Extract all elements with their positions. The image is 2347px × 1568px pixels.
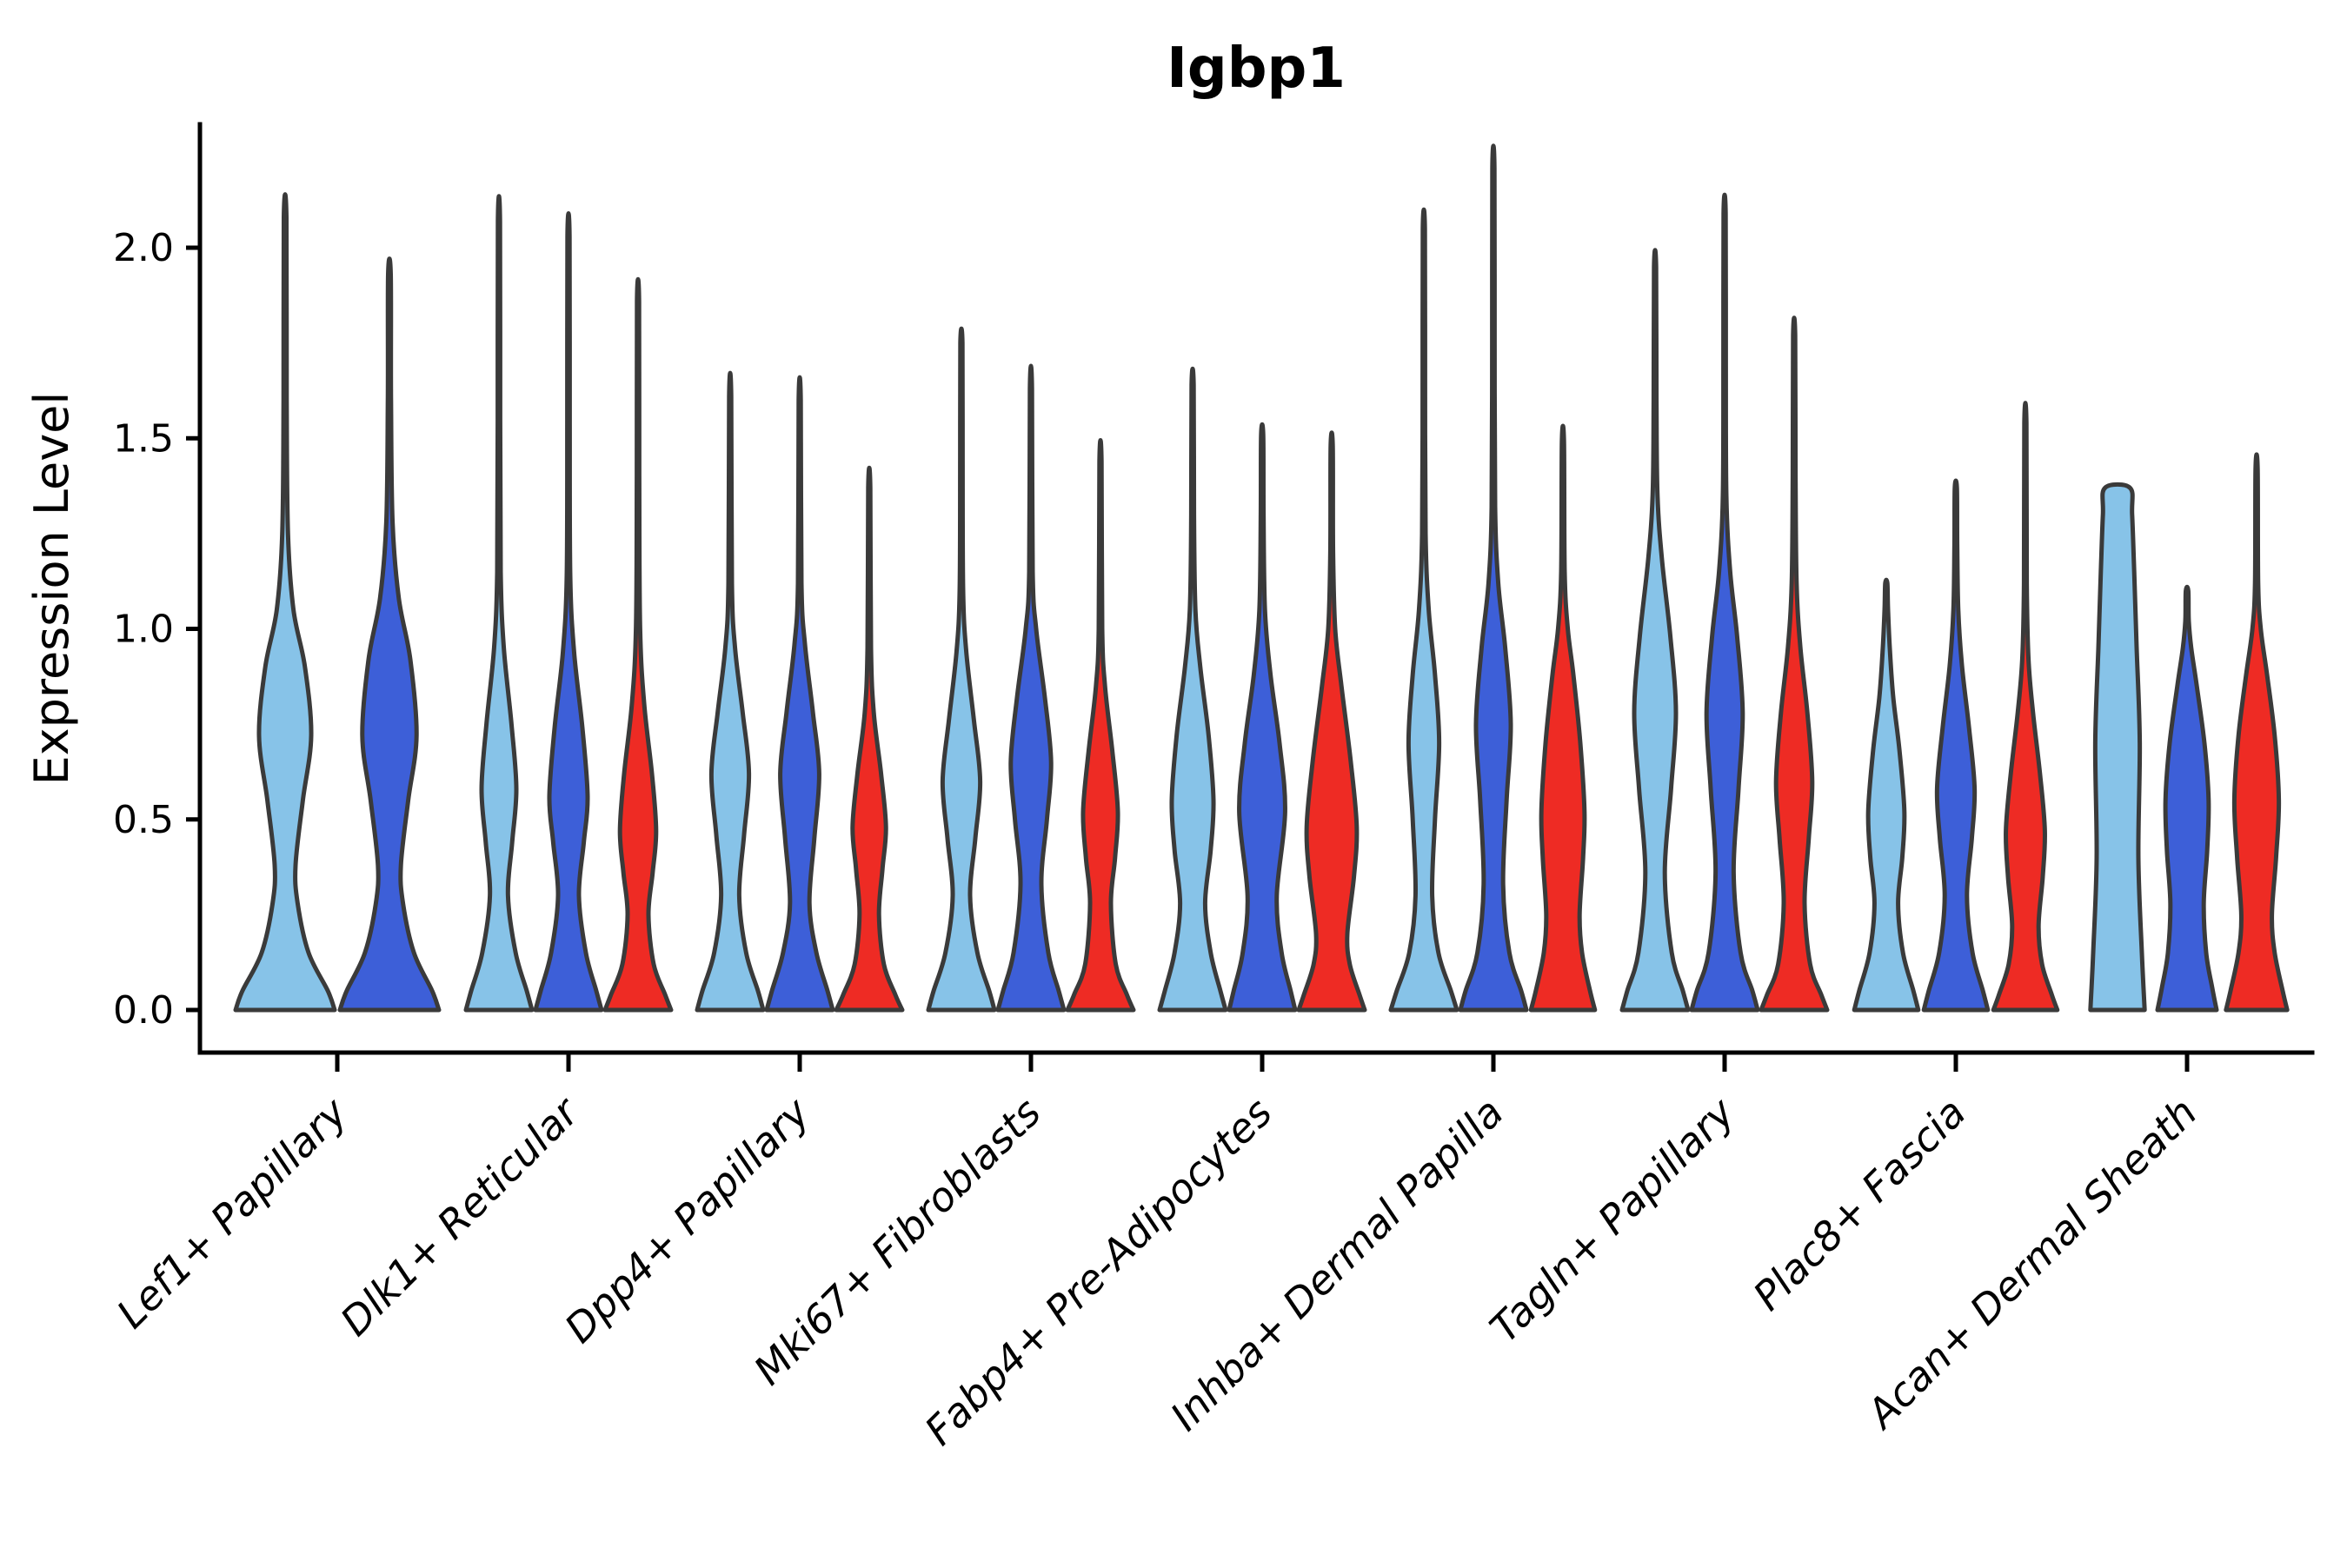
violin-7-red bbox=[1991, 401, 2060, 1013]
violin-0-light_blue bbox=[233, 192, 337, 1013]
violin-2-light_blue bbox=[695, 370, 766, 1013]
violin-3-light_blue bbox=[926, 326, 997, 1013]
violin-6-dark_blue bbox=[1689, 192, 1760, 1013]
violin-8-light_blue bbox=[2088, 482, 2147, 1013]
violin-1-light_blue bbox=[463, 194, 535, 1013]
y-tick-label: 2.0 bbox=[113, 226, 174, 270]
y-tick-label: 0.0 bbox=[113, 988, 174, 1033]
violin-3-red bbox=[1065, 438, 1136, 1013]
violin-7-light_blue bbox=[1852, 577, 1921, 1013]
violin-1-red bbox=[602, 277, 674, 1013]
x-tick-label-6: Tagln+ Papillary bbox=[1480, 1088, 1744, 1352]
violin-8-dark_blue bbox=[2155, 584, 2219, 1013]
x-tick-label-1: Dlk1+ Reticular bbox=[331, 1086, 589, 1345]
y-tick-label: 0.5 bbox=[113, 798, 174, 842]
violin-5-red bbox=[1528, 423, 1598, 1013]
chart-title: Igbp1 bbox=[1167, 37, 1346, 101]
violin-0-dark_blue bbox=[337, 256, 442, 1013]
violin-5-dark_blue bbox=[1458, 143, 1529, 1013]
violin-2-red bbox=[834, 465, 905, 1013]
violin-8-red bbox=[2224, 452, 2290, 1013]
x-tick-label-0: Lef1+ Papillary bbox=[108, 1088, 356, 1337]
x-tick-label-7: Plac8+ Fascia bbox=[1744, 1089, 1974, 1319]
violin-4-dark_blue bbox=[1227, 422, 1298, 1013]
violin-4-red bbox=[1296, 430, 1367, 1013]
y-tick-label: 1.0 bbox=[113, 608, 174, 652]
y-tick-label: 1.5 bbox=[113, 416, 174, 461]
violin-2-dark_blue bbox=[764, 375, 835, 1013]
violin-6-red bbox=[1759, 316, 1830, 1013]
violin-7-dark_blue bbox=[1921, 478, 1991, 1013]
y-axis-label: Expression Level bbox=[24, 392, 79, 786]
violin-5-light_blue bbox=[1388, 207, 1459, 1013]
violin-6-light_blue bbox=[1619, 248, 1691, 1013]
violin-1-dark_blue bbox=[533, 211, 604, 1013]
violin-4-light_blue bbox=[1157, 366, 1228, 1013]
violin-3-dark_blue bbox=[995, 363, 1067, 1013]
x-tick-label-2: Dpp4+ Papillary bbox=[555, 1088, 819, 1352]
